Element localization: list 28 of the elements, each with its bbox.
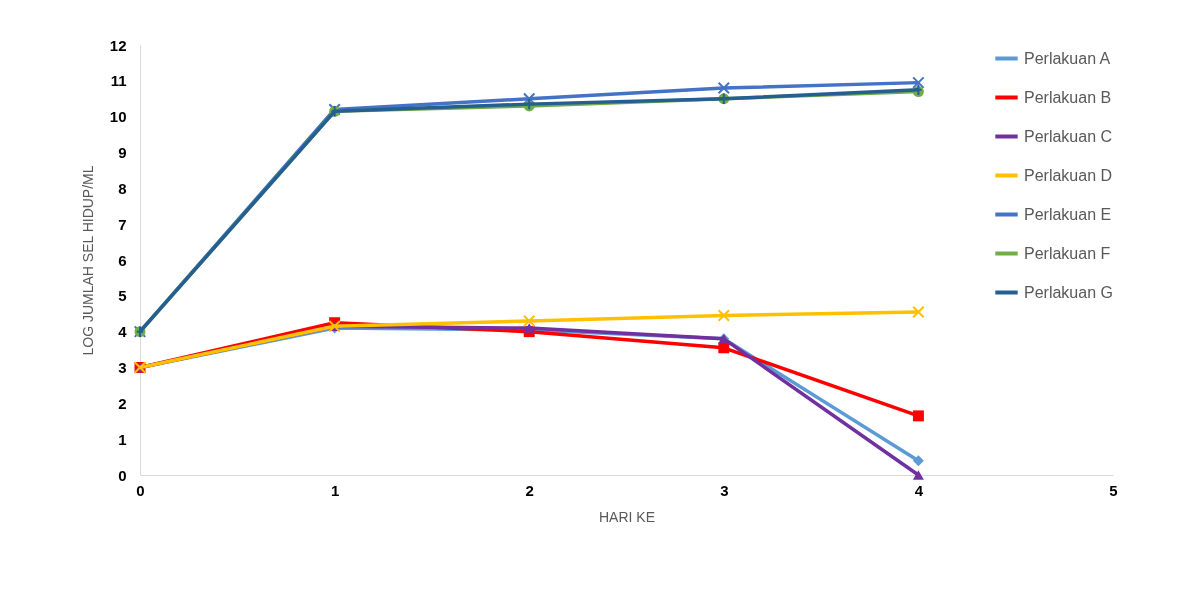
x-tick-label: 3 bbox=[720, 481, 729, 499]
y-tick-label: 0 bbox=[118, 466, 127, 484]
legend-label: Perlakuan B bbox=[1024, 88, 1112, 106]
legend-label: Perlakuan A bbox=[1024, 49, 1111, 67]
y-tick-label: 5 bbox=[118, 287, 127, 305]
y-tick-label: 7 bbox=[118, 215, 127, 233]
x-tick-label: 1 bbox=[330, 481, 340, 499]
legend-label: Perlakuan C bbox=[1024, 127, 1113, 145]
legend-label: Perlakuan F bbox=[1024, 244, 1111, 262]
y-tick-label: 3 bbox=[118, 359, 127, 376]
legend-label: Perlakuan D bbox=[1024, 166, 1113, 184]
legend-label: Perlakuan G bbox=[1024, 283, 1113, 301]
y-tick-label: 10 bbox=[109, 108, 127, 126]
y-tick-label: 4 bbox=[118, 323, 128, 341]
x-axis-title: HARI KE bbox=[598, 508, 656, 525]
y-tick-label: 1 bbox=[118, 430, 127, 448]
x-tick-label: 5 bbox=[1109, 481, 1118, 499]
x-tick-label: 0 bbox=[136, 481, 145, 499]
y-axis-title: LOG JUMLAH SEL HIDUP/ML bbox=[79, 165, 96, 356]
x-tick-label: 4 bbox=[914, 481, 924, 499]
legend-label: Perlakuan E bbox=[1024, 205, 1112, 223]
y-tick-label: 8 bbox=[118, 179, 127, 197]
y-tick-label: 6 bbox=[118, 251, 127, 269]
y-tick-label: 9 bbox=[118, 144, 127, 161]
y-tick-label: 12 bbox=[109, 36, 127, 54]
y-tick-label: 2 bbox=[118, 394, 127, 412]
y-tick-label: 11 bbox=[110, 72, 127, 90]
x-tick-label: 2 bbox=[525, 481, 534, 499]
